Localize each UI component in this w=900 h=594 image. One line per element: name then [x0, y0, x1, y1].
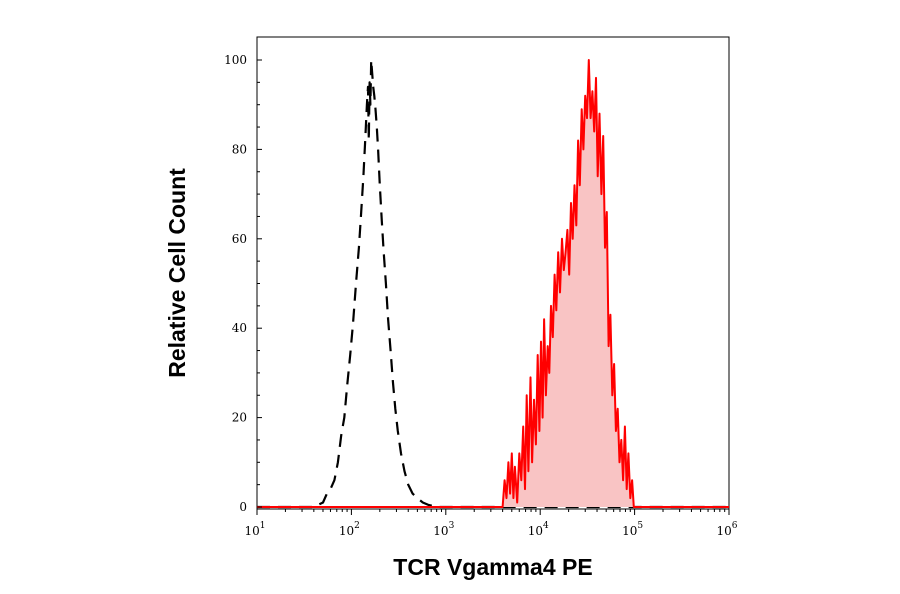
- x-tick-label: 102: [339, 521, 360, 538]
- x-axis-title: TCR Vgamma4 PE: [393, 554, 592, 580]
- plot-frame: [256, 36, 730, 510]
- axes-layer: 0 20 40 60 80 100 101 102 103 104 105 106: [224, 53, 738, 538]
- y-axis-title: Relative Cell Count: [164, 168, 190, 378]
- x-tick-label: 101: [244, 521, 265, 538]
- x-tick-label: 104: [528, 521, 549, 538]
- y-tick-label: 80: [232, 142, 247, 156]
- y-tick-label: 60: [232, 232, 247, 246]
- series-layer: [257, 58, 729, 509]
- x-tick-label: 106: [716, 521, 737, 538]
- series-1-line: [257, 59, 729, 508]
- x-tick-label: 105: [622, 521, 643, 538]
- x-tick-label: 103: [433, 521, 454, 538]
- y-tick-label: 100: [224, 53, 247, 67]
- y-tick-label: 0: [239, 500, 247, 514]
- y-tick-label: 40: [232, 321, 247, 335]
- series-1-fill: [257, 60, 729, 507]
- series-0-line: [257, 58, 729, 509]
- y-tick-label: 20: [232, 411, 247, 425]
